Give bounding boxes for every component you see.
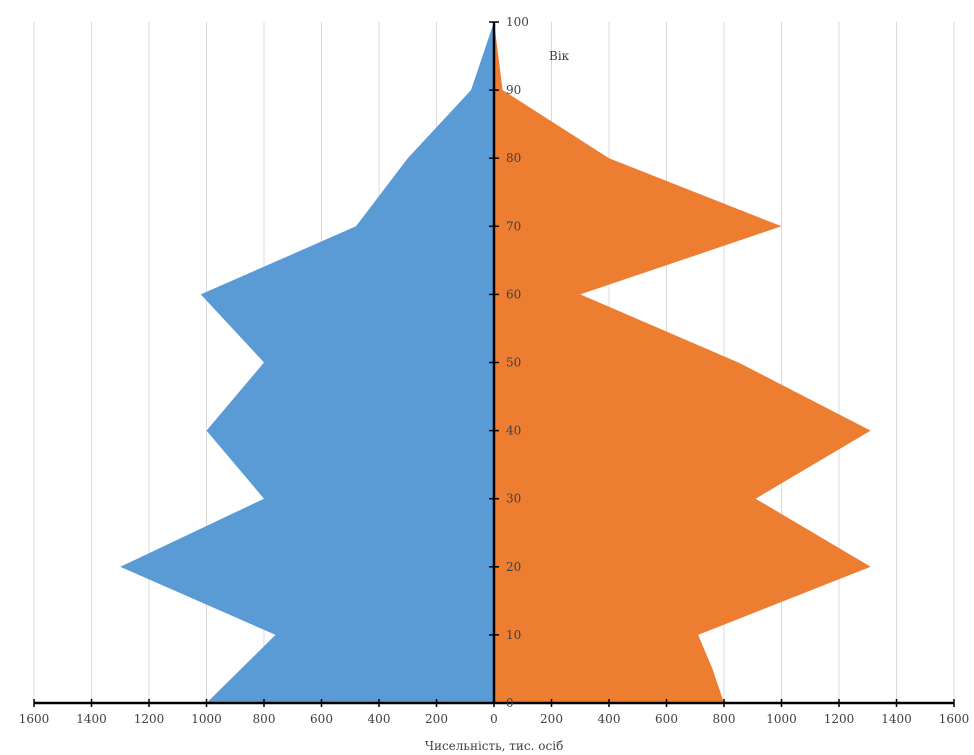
x-tick-label-6: 400 <box>368 712 391 726</box>
x-tick-label-1: 1400 <box>76 712 107 726</box>
x-tick-label-4: 800 <box>253 712 276 726</box>
x-tick-label-5: 600 <box>310 712 333 726</box>
left-series-area <box>120 22 494 703</box>
x-tick-label-3: 1000 <box>191 712 222 726</box>
x-tick-label-16: 1600 <box>939 712 970 726</box>
x-tick-label-9: 200 <box>540 712 563 726</box>
y-axis-title: Вік <box>549 49 570 63</box>
right-series-area <box>494 22 871 703</box>
x-tick-label-7: 200 <box>425 712 448 726</box>
x-axis-ticks: 1600 1400 1200 1000 800 600 400 200 0 200 400 600 80… <box>19 699 970 726</box>
y-tick-label-9: 90 <box>506 83 521 97</box>
y-tick-label-1: 10 <box>506 628 521 642</box>
x-tick-label-15: 1400 <box>881 712 912 726</box>
x-tick-label-14: 1200 <box>824 712 855 726</box>
x-tick-label-8: 0 <box>490 712 498 726</box>
y-tick-label-5: 50 <box>506 356 521 370</box>
y-tick-label-6: 60 <box>506 287 521 301</box>
x-axis-title: Чисельність, тис. осіб <box>425 739 564 753</box>
x-tick-label-0: 1600 <box>19 712 50 726</box>
x-tick-label-11: 600 <box>655 712 678 726</box>
y-tick-label-2: 20 <box>506 560 521 574</box>
y-axis-ticks: 0 10 20 30 40 50 60 70 80 90 100 <box>489 15 529 710</box>
y-tick-label-3: 30 <box>506 492 521 506</box>
y-tick-label-8: 80 <box>506 151 521 165</box>
series-areas <box>120 22 871 703</box>
x-tick-label-10: 400 <box>598 712 621 726</box>
x-tick-label-12: 800 <box>713 712 736 726</box>
x-tick-label-2: 1200 <box>134 712 165 726</box>
y-tick-label-0: 0 <box>506 696 514 710</box>
x-tick-label-13: 1000 <box>766 712 797 726</box>
y-tick-label-4: 40 <box>506 424 521 438</box>
y-tick-label-7: 70 <box>506 219 521 233</box>
y-tick-label-10: 100 <box>506 15 529 29</box>
